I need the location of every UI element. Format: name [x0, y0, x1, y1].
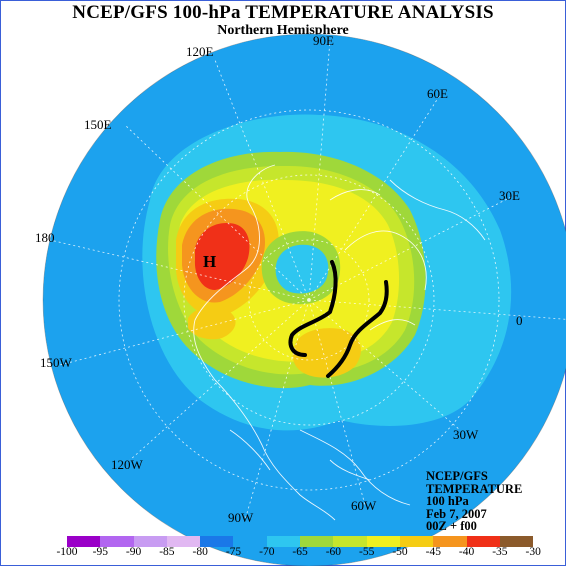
- legend-tick-label: -95: [92, 546, 108, 558]
- info-date: Feb 7, 2007: [426, 506, 487, 521]
- legend-tick-label: -50: [392, 546, 408, 558]
- legend-swatch: [499, 536, 534, 547]
- legend-tick-label: -85: [159, 546, 175, 558]
- map-outline: [42, 33, 566, 566]
- legend-swatch: [200, 536, 234, 547]
- graticule: [49, 39, 566, 521]
- lon-label-90w: 90W: [228, 510, 254, 525]
- legend-swatch: [166, 536, 201, 547]
- info-level: 100 hPa: [426, 494, 469, 508]
- map-info-block: NCEP/GFS TEMPERATURE 100 hPa Feb 7, 2007…: [426, 470, 522, 533]
- legend-tick-label: -30: [525, 546, 541, 558]
- lon-label-150e: 150E: [84, 117, 112, 132]
- legend-swatch: [266, 536, 301, 547]
- legend-swatch: [100, 536, 134, 547]
- lon-label-90e: 90E: [313, 33, 334, 48]
- lon-label-150w: 150W: [40, 355, 72, 370]
- legend-tick-label: -45: [425, 546, 441, 558]
- legend-tick-label: -60: [325, 546, 342, 558]
- info-time: 00Z + f00: [426, 519, 477, 533]
- legend-tick-label: -65: [292, 546, 308, 558]
- color-legend: [67, 536, 534, 547]
- legend-swatch: [233, 536, 267, 547]
- trajectory-lines: [288, 260, 389, 378]
- legend-tick-label: -75: [225, 546, 242, 558]
- lon-label-30e: 30E: [499, 188, 520, 203]
- cold-low-core: [275, 244, 329, 294]
- coastlines: [193, 164, 486, 521]
- legend-swatch: [300, 536, 334, 547]
- orange-patch-west: [188, 307, 236, 340]
- legend-tick-label: -55: [359, 546, 375, 558]
- lon-label-30w: 30W: [453, 427, 479, 442]
- legend-swatch: [67, 536, 101, 547]
- legend-swatch: [133, 536, 167, 547]
- legend-tick-label: -40: [458, 546, 475, 558]
- lon-label-120e: 120E: [186, 44, 214, 59]
- lon-label-0: 0: [516, 313, 523, 328]
- info-model: NCEP/GFS: [426, 469, 488, 483]
- info-variable: TEMPERATURE: [426, 481, 523, 496]
- legend-swatch: [433, 536, 467, 547]
- map-title: NCEP/GFS 100-hPa TEMPERATURE ANALYSIS: [72, 2, 494, 23]
- legend-tick-label: -35: [492, 546, 508, 558]
- legend-swatch: [366, 536, 400, 547]
- lon-label-120w: 120W: [111, 457, 143, 472]
- legend-tick-label: -90: [125, 546, 142, 558]
- red-high-core: [194, 223, 250, 290]
- legend-tick-label: -100: [56, 546, 78, 558]
- legend-swatch: [466, 536, 500, 547]
- orange-patch-south: [292, 328, 361, 378]
- legend-swatch: [333, 536, 367, 547]
- legend-tick-label: -80: [192, 546, 208, 558]
- lon-label-60e: 60E: [427, 86, 448, 101]
- legend-tick-label: -70: [259, 546, 275, 558]
- high-pressure-label: H: [203, 252, 217, 271]
- lon-label-180: 180: [35, 230, 55, 245]
- lon-label-60w: 60W: [351, 498, 377, 513]
- legend-swatch: [399, 536, 434, 547]
